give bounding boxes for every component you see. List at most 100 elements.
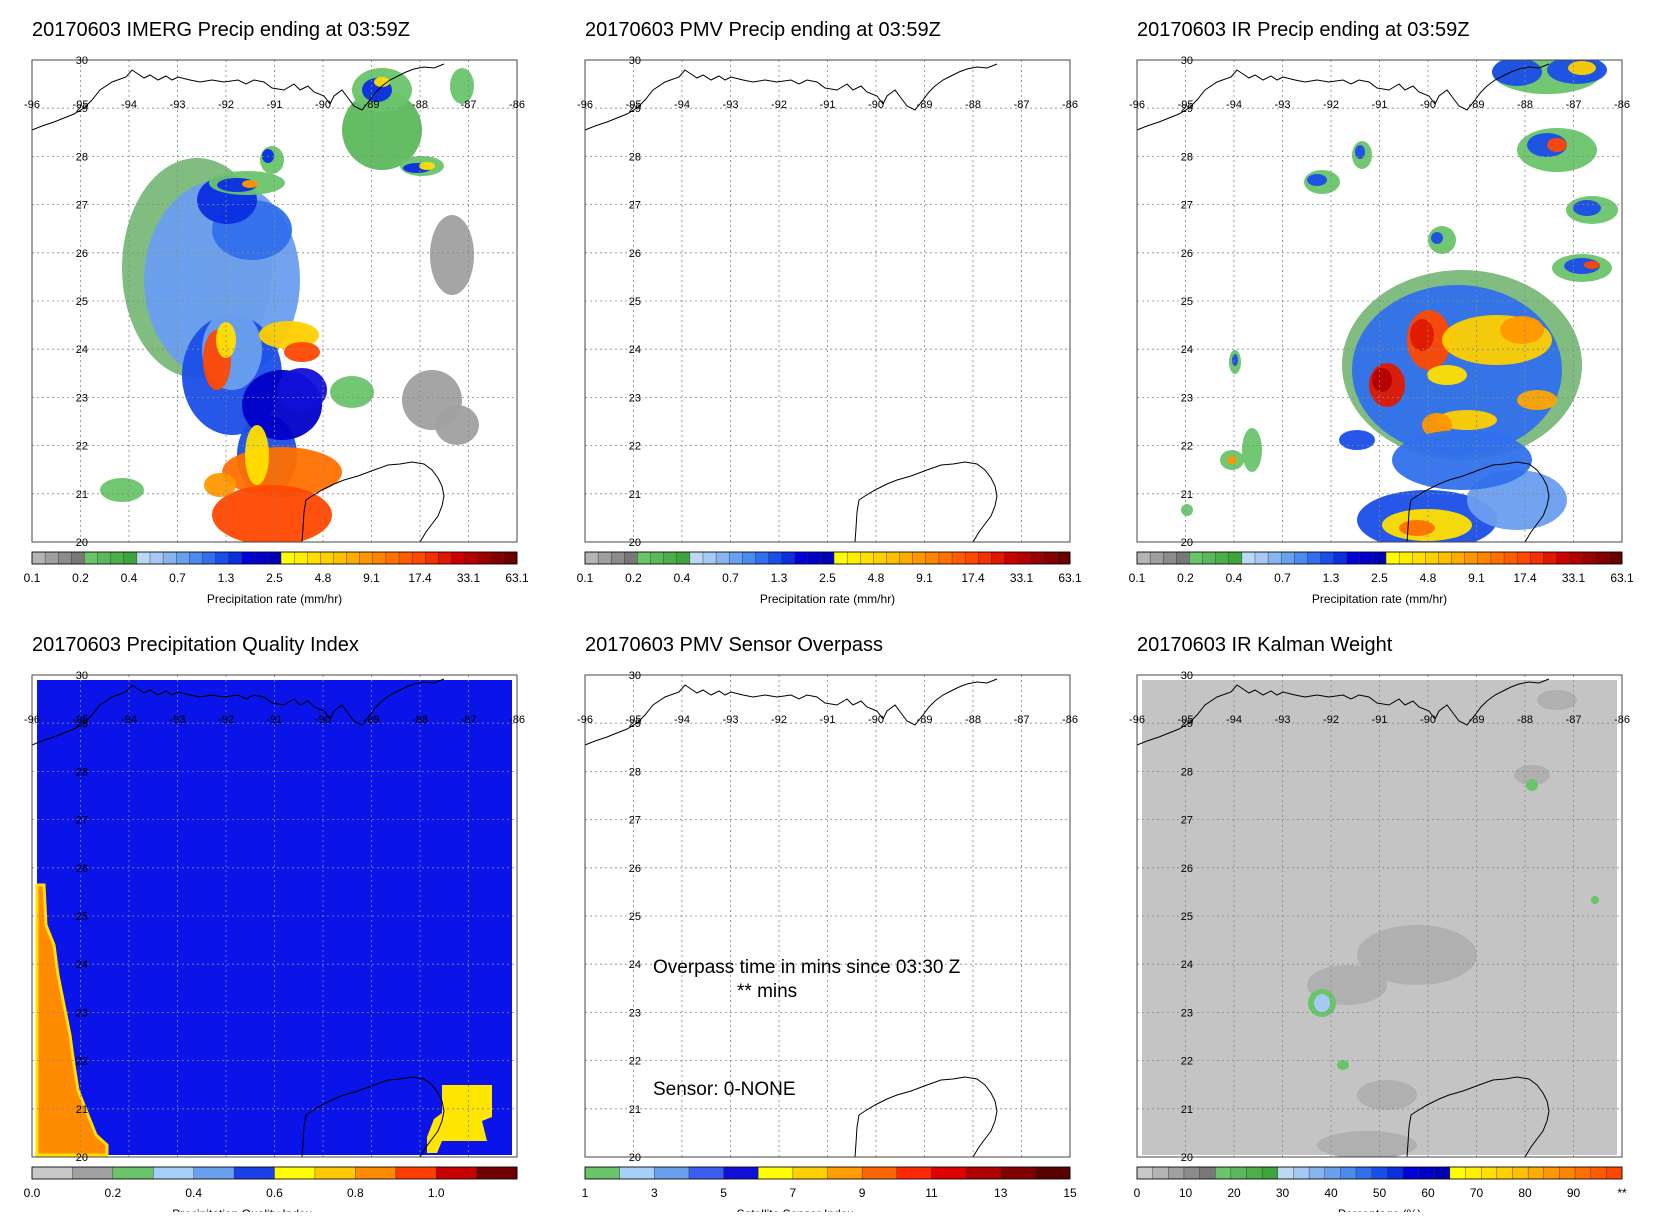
precip-cell [402, 370, 462, 430]
coastline-us [584, 678, 998, 746]
lat-label-23: 23 [76, 392, 88, 404]
lat-label-26: 26 [629, 248, 641, 260]
colorbar-swatch [1035, 1166, 1071, 1180]
lon-label-w95: -95 [73, 714, 89, 726]
colorbar-swatch [1168, 1166, 1185, 1180]
lon-label-w89: -89 [917, 99, 933, 111]
map-frame [1136, 59, 1623, 543]
lon-label-w89: -89 [364, 99, 380, 111]
colorbar: 0.1 0.2 0.4 0.7 1.3 2.5 4.8 9.1 17.4 33.1 63.1 Prec… [1129, 551, 1634, 606]
colorbar-swatch [1582, 551, 1597, 565]
colorbar-swatch [728, 551, 743, 565]
colorbar-swatch [1418, 1166, 1435, 1180]
colorbar-swatch [820, 551, 835, 565]
lat-label-22: 22 [1181, 1056, 1193, 1068]
precip-cell [152, 255, 212, 335]
precip-cell [259, 321, 319, 349]
colorbar-swatch [1543, 1166, 1560, 1180]
colorbar-tick: 0.2 [625, 571, 642, 585]
lon-label-w93: -93 [170, 99, 186, 111]
colorbar-swatch [254, 551, 269, 565]
colorbar-swatch [1346, 551, 1361, 565]
lon-label-w89: -89 [917, 714, 933, 726]
coastline-yucatan [1406, 461, 1550, 543]
colorbar-frame [584, 551, 1071, 565]
colorbar-swatch [1590, 1166, 1607, 1180]
lat-label-30: 30 [76, 670, 88, 682]
lat-label-26: 26 [76, 248, 88, 260]
lat-label-30: 30 [629, 55, 641, 67]
lon-label-w94: -94 [121, 714, 137, 726]
colorbar-swatch [1261, 1166, 1279, 1180]
precip-cell [1568, 61, 1596, 75]
colorbar-swatch [1004, 551, 1019, 565]
lon-label-w90: -90 [315, 99, 331, 111]
colorbar-tick: 0.2 [104, 1186, 121, 1200]
colorbar-swatch [1512, 1166, 1529, 1180]
colorbar-tick: 33.1 [1010, 571, 1034, 585]
colorbar-swatch [676, 551, 691, 565]
colorbar-swatch [1246, 1166, 1263, 1180]
lat-label-20: 20 [76, 537, 88, 549]
kalman-shade [1357, 1080, 1417, 1110]
lat-label-26: 26 [1181, 863, 1193, 875]
colorbar-swatch [1149, 551, 1164, 565]
map-frame [584, 59, 1071, 543]
precip-cell [1500, 316, 1544, 344]
lat-label-25: 25 [1181, 296, 1193, 308]
precip-cell [212, 485, 332, 542]
lon-label-w93: -93 [1275, 714, 1291, 726]
colorbar-tick: 30 [1276, 1186, 1290, 1200]
colorbar-swatch [464, 551, 479, 565]
lon-label-w93: -93 [170, 714, 186, 726]
precip-cell [100, 478, 144, 502]
colorbar-tick: 2.5 [1371, 571, 1388, 585]
colorbar-tick: 63.1 [1058, 571, 1082, 585]
colorbar-swatch [584, 551, 599, 565]
lat-label-30: 30 [629, 670, 641, 682]
colorbar-swatch [398, 551, 413, 565]
colorbar-tick: 2.5 [819, 571, 836, 585]
colorbar-swatch [31, 551, 46, 565]
colorbar-swatch [991, 551, 1005, 565]
lon-label-w92: -92 [218, 99, 234, 111]
colorbar-label: Percentage (%) [1338, 1207, 1421, 1212]
colorbar-swatch [689, 551, 704, 565]
colorbar-swatch [755, 551, 770, 565]
panel-ir: 20170603 IR Precip ending at 03:59Z-96 -9… [1129, 19, 1634, 606]
lon-label-w87: -87 [1014, 99, 1030, 111]
colorbar-swatch [280, 551, 295, 565]
precip-cell [1492, 60, 1542, 86]
colorbar-tick: 0.1 [1129, 571, 1146, 585]
colorbar-swatch [136, 551, 151, 565]
colorbar-swatch [1434, 1166, 1451, 1180]
lon-label-w95: -95 [626, 714, 642, 726]
lat-label-22: 22 [1181, 441, 1193, 453]
kalman-peak-core [1314, 994, 1330, 1012]
colorbar-tick: 40 [1324, 1186, 1338, 1200]
colorbar-swatch [827, 1166, 863, 1180]
colorbar-tick: 0.7 [722, 571, 739, 585]
colorbar-swatch [233, 1166, 275, 1180]
map-area: -96 -95 -94 -93 -92 -91 -90 -89 -88 -87 -86 30 29 28 2… [24, 670, 525, 1164]
overpass-time-text: Overpass time in mins since 03:30 Z [653, 957, 961, 978]
colorbar-label: Precipitation rate (mm/hr) [207, 592, 342, 606]
colorbar-swatch [1385, 551, 1400, 565]
colorbar-swatch [964, 551, 979, 565]
colorbar-tick: 7 [790, 1186, 797, 1200]
precip-cell [1399, 520, 1435, 536]
colorbar-swatch [267, 551, 282, 565]
lat-label-24: 24 [76, 344, 88, 356]
colorbar-frame [31, 1166, 518, 1180]
colorbar-swatch [58, 551, 72, 565]
lon-label-w94: -94 [674, 714, 690, 726]
lat-label-30: 30 [1181, 670, 1193, 682]
lon-label-w86: -86 [1614, 714, 1630, 726]
lon-label-w90: -90 [1420, 714, 1436, 726]
colorbar-swatch [768, 551, 783, 565]
map-frame [1136, 674, 1623, 1158]
precip-cell [1547, 138, 1567, 152]
pqi-yellow-region [427, 1085, 492, 1153]
panel-title: 20170603 Precipitation Quality Index [32, 634, 359, 656]
colorbar-swatch [1371, 1166, 1388, 1180]
